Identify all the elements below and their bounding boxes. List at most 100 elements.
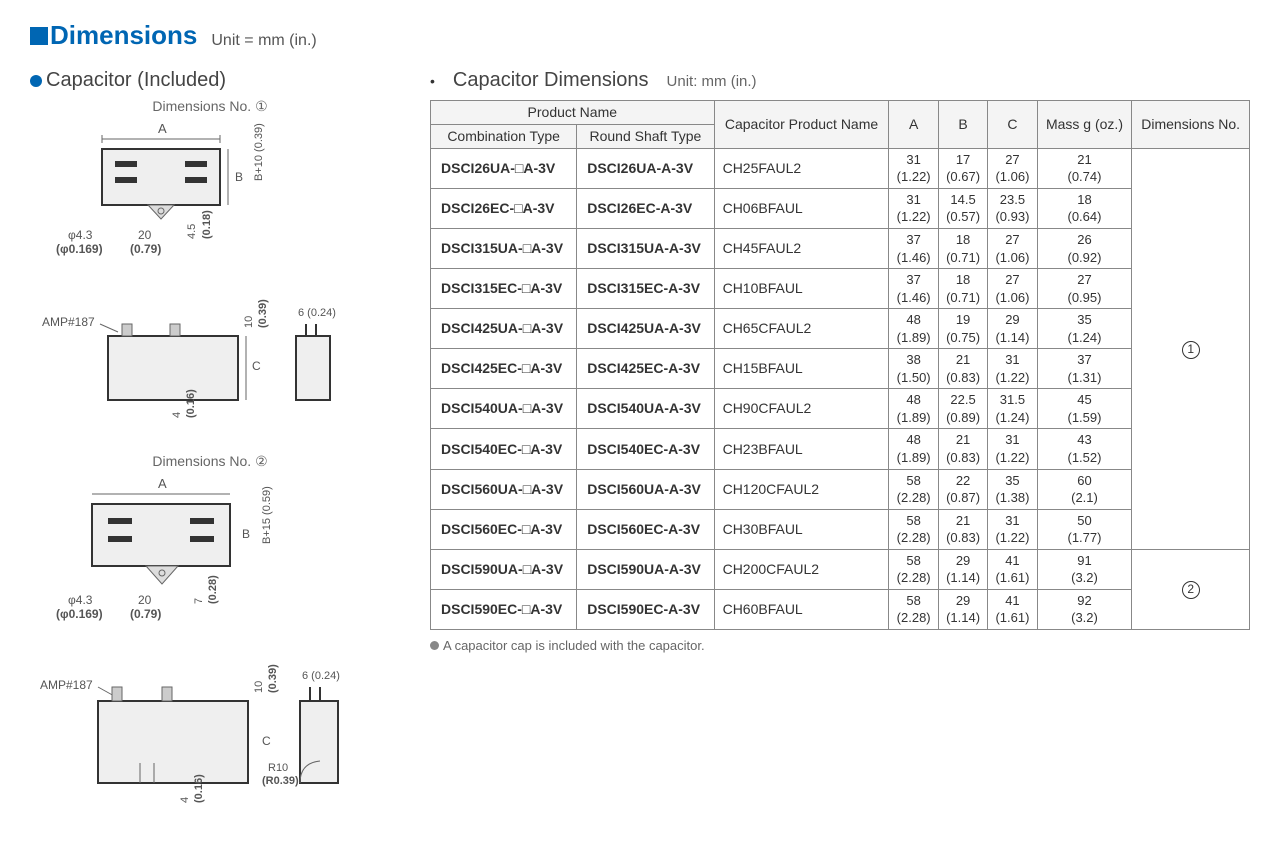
- svg-text:6 (0.24): 6 (0.24): [298, 307, 336, 319]
- svg-text:φ4.3: φ4.3: [68, 228, 93, 242]
- cell-capacitor: CH120CFAUL2: [714, 469, 889, 509]
- table-row: DSCI425EC-□A-3V DSCI425EC-A-3V CH15BFAUL…: [431, 349, 1250, 389]
- svg-text:(0.18): (0.18): [201, 210, 213, 239]
- cell-combination: DSCI590EC-□A-3V: [431, 589, 577, 629]
- svg-text:R10: R10: [268, 762, 288, 774]
- cell-round-shaft: DSCI540UA-A-3V: [577, 389, 714, 429]
- cell-capacitor: CH15BFAUL: [714, 349, 889, 389]
- cell-round-shaft: DSCI590EC-A-3V: [577, 589, 714, 629]
- cell-b: 17(0.67): [938, 148, 987, 188]
- svg-text:(0.16): (0.16): [185, 389, 197, 418]
- svg-text:AMP#187: AMP#187: [42, 315, 95, 329]
- cell-a: 58(2.28): [889, 509, 938, 549]
- cell-mass: 37(1.31): [1037, 349, 1132, 389]
- cell-c: 27(1.06): [988, 148, 1037, 188]
- svg-text:(0.39): (0.39): [267, 664, 279, 693]
- svg-text:4: 4: [171, 412, 183, 418]
- svg-text:10: 10: [243, 316, 255, 328]
- cell-combination: DSCI315UA-□A-3V: [431, 228, 577, 268]
- cell-c: 35(1.38): [988, 469, 1037, 509]
- cell-round-shaft: DSCI560UA-A-3V: [577, 469, 714, 509]
- table-footnote: A capacitor cap is included with the cap…: [430, 638, 1250, 653]
- th-dim-no: Dimensions No.: [1132, 101, 1250, 149]
- svg-text:B: B: [235, 170, 243, 184]
- cell-c: 29(1.14): [988, 309, 1037, 349]
- cell-round-shaft: DSCI315UA-A-3V: [577, 228, 714, 268]
- cell-b: 21(0.83): [938, 349, 987, 389]
- cell-b: 29(1.14): [938, 589, 987, 629]
- bullet-icon: [30, 75, 42, 87]
- capacitor-diagram-1-top: A B B+10 (0.39) φ4.3 (φ0.169) 20 (0.79) …: [30, 119, 350, 269]
- cell-round-shaft: DSCI26EC-A-3V: [577, 188, 714, 228]
- table-row: DSCI560EC-□A-3V DSCI560EC-A-3V CH30BFAUL…: [431, 509, 1250, 549]
- table-row: DSCI26UA-□A-3V DSCI26UA-A-3V CH25FAUL2 3…: [431, 148, 1250, 188]
- svg-text:(R0.39): (R0.39): [262, 775, 299, 787]
- cell-mass: 92(3.2): [1037, 589, 1132, 629]
- cell-a: 37(1.46): [889, 228, 938, 268]
- cell-c: 23.5(0.93): [988, 188, 1037, 228]
- cell-round-shaft: DSCI26UA-A-3V: [577, 148, 714, 188]
- svg-text:C: C: [262, 734, 271, 748]
- svg-text:20: 20: [138, 593, 152, 607]
- cell-b: 22(0.87): [938, 469, 987, 509]
- cell-mass: 26(0.92): [1037, 228, 1132, 268]
- svg-text:(0.16): (0.16): [193, 774, 205, 803]
- cell-round-shaft: DSCI590UA-A-3V: [577, 549, 714, 589]
- cell-round-shaft: DSCI315EC-A-3V: [577, 269, 714, 309]
- table-unit: Unit: mm (in.): [667, 73, 757, 90]
- capacitor-diagram-2-top: A B B+15 (0.59) φ4.3 (φ0.169) 20 (0.79) …: [30, 474, 350, 634]
- cell-round-shaft: DSCI540EC-A-3V: [577, 429, 714, 469]
- svg-text:(φ0.169): (φ0.169): [56, 242, 103, 256]
- content: Capacitor (Included) Dimensions No. ① A …: [30, 69, 1250, 832]
- table-row: DSCI540EC-□A-3V DSCI540EC-A-3V CH23BFAUL…: [431, 429, 1250, 469]
- cell-b: 19(0.75): [938, 309, 987, 349]
- capacitor-diagram-2-side: AMP#187 C 10 (0.39) 6 (0.24) R10 (R0.39)…: [30, 653, 350, 813]
- svg-text:(φ0.169): (φ0.169): [56, 607, 103, 621]
- svg-text:10: 10: [253, 681, 265, 693]
- cell-mass: 45(1.59): [1037, 389, 1132, 429]
- cell-a: 31(1.22): [889, 188, 938, 228]
- cell-b: 18(0.71): [938, 228, 987, 268]
- cell-combination: DSCI425UA-□A-3V: [431, 309, 577, 349]
- diagrams-column: Capacitor (Included) Dimensions No. ① A …: [30, 69, 390, 832]
- table-title: Capacitor Dimensions: [453, 69, 649, 92]
- table-row: DSCI560UA-□A-3V DSCI560UA-A-3V CH120CFAU…: [431, 469, 1250, 509]
- cell-c: 31(1.22): [988, 349, 1037, 389]
- table-header: • Capacitor Dimensions Unit: mm (in.): [430, 69, 1250, 92]
- cell-round-shaft: DSCI560EC-A-3V: [577, 509, 714, 549]
- capacitor-diagram-1-side: AMP#187 C 10 (0.39) 6 (0.24) 4 (0.16): [30, 288, 350, 428]
- cell-a: 58(2.28): [889, 549, 938, 589]
- svg-text:A: A: [158, 476, 167, 491]
- cell-c: 27(1.06): [988, 269, 1037, 309]
- cell-a: 58(2.28): [889, 469, 938, 509]
- cell-combination: DSCI425EC-□A-3V: [431, 349, 577, 389]
- cell-combination: DSCI560UA-□A-3V: [431, 469, 577, 509]
- cell-mass: 50(1.77): [1037, 509, 1132, 549]
- title-square-icon: [30, 27, 48, 45]
- cell-a: 37(1.46): [889, 269, 938, 309]
- cell-mass: 91(3.2): [1037, 549, 1132, 589]
- cell-combination: DSCI315EC-□A-3V: [431, 269, 577, 309]
- cell-mass: 35(1.24): [1037, 309, 1132, 349]
- cell-a: 31(1.22): [889, 148, 938, 188]
- cell-mass: 18(0.64): [1037, 188, 1132, 228]
- th-b: B: [938, 101, 987, 149]
- diagram-section-label: Capacitor (Included): [46, 69, 226, 92]
- cell-combination: DSCI540EC-□A-3V: [431, 429, 577, 469]
- title-text: Dimensions: [50, 20, 197, 51]
- cell-a: 48(1.89): [889, 309, 938, 349]
- cell-dim-no-2: 2: [1132, 549, 1250, 629]
- table-row: DSCI425UA-□A-3V DSCI425UA-A-3V CH65CFAUL…: [431, 309, 1250, 349]
- cell-capacitor: CH10BFAUL: [714, 269, 889, 309]
- th-product-name: Product Name: [431, 101, 715, 125]
- table-column: • Capacitor Dimensions Unit: mm (in.) Pr…: [430, 69, 1250, 653]
- diagram-2-label: Dimensions No. ②: [30, 453, 390, 470]
- th-capacitor: Capacitor Product Name: [714, 101, 889, 149]
- cell-combination: DSCI26UA-□A-3V: [431, 148, 577, 188]
- cell-c: 41(1.61): [988, 549, 1037, 589]
- svg-text:AMP#187: AMP#187: [40, 678, 93, 692]
- cell-a: 48(1.89): [889, 429, 938, 469]
- svg-text:(0.39): (0.39): [257, 299, 269, 328]
- svg-text:B: B: [242, 527, 250, 541]
- svg-text:(0.28): (0.28): [207, 575, 219, 604]
